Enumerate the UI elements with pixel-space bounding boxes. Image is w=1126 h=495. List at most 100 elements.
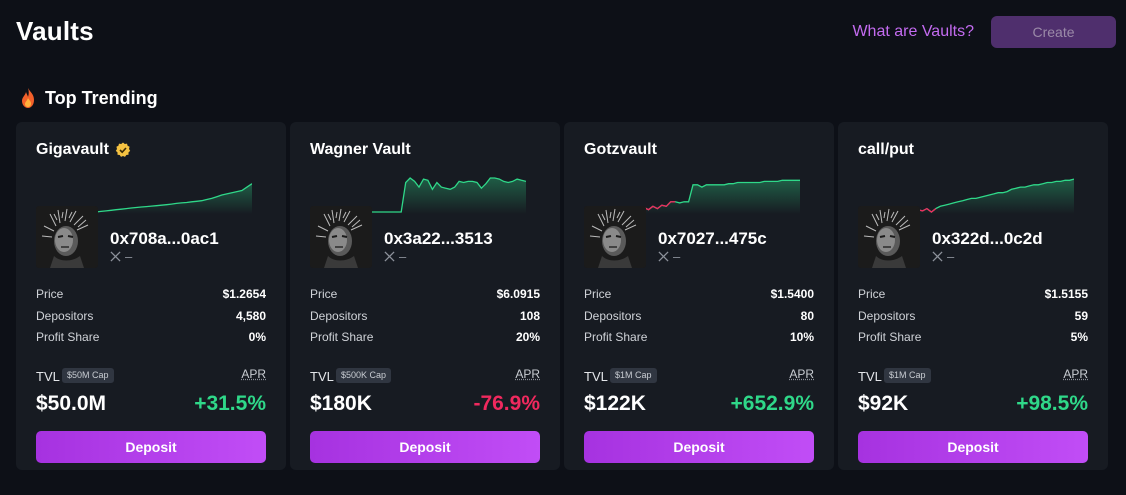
vault-address[interactable]: 0x3a22...3513 <box>384 229 493 248</box>
tvl-label: TVL <box>36 369 60 384</box>
stat-label: Price <box>584 287 612 301</box>
stat-value: $1.5400 <box>770 287 814 301</box>
stat-label: Price <box>858 287 886 301</box>
apr-label[interactable]: APR <box>1063 367 1088 381</box>
x-logo-icon[interactable] <box>110 251 121 262</box>
vault-card-3[interactable]: Gotzvault 0x7027...475c – <box>564 122 834 470</box>
vault-name-label: Gotzvault <box>584 141 657 158</box>
stat-row-depositors: Depositors 4,580 <box>36 308 266 330</box>
vault-name-label: call/put <box>858 141 915 158</box>
social-row: – <box>384 249 406 264</box>
stat-value: 59 <box>1074 308 1088 323</box>
vault-name-label: Gigavault <box>36 141 109 158</box>
stat-label: Price <box>36 287 64 301</box>
tvl-header: TVL $1M Cap APR <box>858 365 1088 385</box>
stat-row-price: Price $1.5400 <box>584 286 814 308</box>
sparkline-line-negative <box>918 207 937 213</box>
stat-value: 108 <box>519 308 540 323</box>
stat-row-depositors: Depositors 108 <box>310 308 540 330</box>
stat-label: Depositors <box>584 308 642 323</box>
stat-label: Profit Share <box>858 330 922 344</box>
tvl-value: $180K <box>310 392 372 415</box>
x-logo-icon[interactable] <box>932 251 943 262</box>
stat-value: 5% <box>1070 330 1088 344</box>
apr-value: -76.9% <box>473 392 540 415</box>
apr-value: +652.9% <box>730 392 815 415</box>
apr-value: +31.5% <box>194 392 266 415</box>
apr-label[interactable]: APR <box>789 367 814 381</box>
vault-stats: Price $6.0915 Depositors 108 Profit Share 20% <box>310 286 540 351</box>
apr-label[interactable]: APR <box>241 367 266 381</box>
stat-row-price: Price $6.0915 <box>310 286 540 308</box>
vault-card-4[interactable]: call/put 0x322d...0c2d – <box>838 122 1108 470</box>
vault-card-list: Gigavault 0x708a...0ac1 – <box>16 122 1108 470</box>
what-are-vaults-link[interactable]: What are Vaults? <box>852 23 974 40</box>
vault-name: Gotzvault <box>584 141 657 159</box>
stat-label: Price <box>310 287 338 301</box>
social-row: – <box>932 249 954 264</box>
sparkline-area <box>644 180 800 214</box>
cap-badge: $500K Cap <box>336 368 392 383</box>
tvl-header: TVL $500K Cap APR <box>310 365 540 385</box>
sparkline-line <box>918 178 1074 213</box>
cap-badge: $1M Cap <box>610 368 657 383</box>
stat-label: Profit Share <box>310 330 374 344</box>
stat-row-profit-share: Profit Share 5% <box>858 329 1088 351</box>
stat-value: 10% <box>789 330 814 344</box>
price-sparkline <box>96 183 252 214</box>
tvl-value: $122K <box>584 392 646 415</box>
tvl-label: TVL <box>310 369 334 384</box>
price-sparkline <box>918 178 1074 214</box>
price-sparkline <box>644 179 800 214</box>
section-title: Top Trending <box>18 87 158 109</box>
tvl-value: $50.0M <box>36 392 107 415</box>
vault-name: call/put <box>858 141 914 159</box>
social-row: – <box>658 249 680 264</box>
stat-row-depositors: Depositors 59 <box>858 308 1088 330</box>
avatar <box>584 206 646 268</box>
page-title: Vaults <box>16 16 94 46</box>
x-logo-icon[interactable] <box>384 251 395 262</box>
sparkline-area <box>370 178 526 214</box>
vault-address[interactable]: 0x322d...0c2d <box>932 229 1043 248</box>
sparkline-area <box>918 179 1074 214</box>
stat-row-profit-share: Profit Share 10% <box>584 329 814 351</box>
stat-row-profit-share: Profit Share 0% <box>36 329 266 351</box>
stat-label: Profit Share <box>584 330 648 344</box>
create-button[interactable]: Create <box>991 16 1116 48</box>
vault-card-2[interactable]: Wagner Vault 0x3a22...3513 – <box>290 122 560 470</box>
vault-stats: Price $1.2654 Depositors 4,580 Profit Share 0… <box>36 286 266 351</box>
avatar <box>36 206 98 268</box>
stat-label: Depositors <box>858 308 916 323</box>
deposit-button[interactable]: Deposit <box>36 431 266 463</box>
social-handle: – <box>947 249 955 264</box>
sparkline-line <box>96 183 252 213</box>
stat-value: 80 <box>800 308 814 323</box>
vault-address[interactable]: 0x7027...475c <box>658 229 767 248</box>
social-row: – <box>110 249 132 264</box>
cap-badge: $1M Cap <box>884 368 931 383</box>
stat-value: 20% <box>515 330 540 344</box>
apr-label[interactable]: APR <box>515 367 540 381</box>
vault-address[interactable]: 0x708a...0ac1 <box>110 229 219 248</box>
stat-row-price: Price $1.2654 <box>36 286 266 308</box>
verified-badge-icon <box>115 142 131 157</box>
tvl-header: TVL $50M Cap APR <box>36 365 266 385</box>
deposit-button[interactable]: Deposit <box>858 431 1088 463</box>
deposit-button[interactable]: Deposit <box>310 431 540 463</box>
x-logo-icon[interactable] <box>658 251 669 262</box>
social-handle: – <box>673 249 681 264</box>
vault-card-1[interactable]: Gigavault 0x708a...0ac1 – <box>16 122 286 470</box>
tvl-header: TVL $1M Cap APR <box>584 365 814 385</box>
stat-row-depositors: Depositors 80 <box>584 308 814 330</box>
stat-row-profit-share: Profit Share 20% <box>310 329 540 351</box>
vault-name: Wagner Vault <box>310 141 411 159</box>
sparkline-area <box>96 183 252 214</box>
vault-stats: Price $1.5155 Depositors 59 Profit Share 5% <box>858 286 1088 351</box>
stat-row-price: Price $1.5155 <box>858 286 1088 308</box>
stat-label: Profit Share <box>36 330 100 344</box>
sparkline-line-negative <box>644 201 676 211</box>
deposit-button[interactable]: Deposit <box>584 431 814 463</box>
stat-value: $1.5155 <box>1044 287 1088 301</box>
